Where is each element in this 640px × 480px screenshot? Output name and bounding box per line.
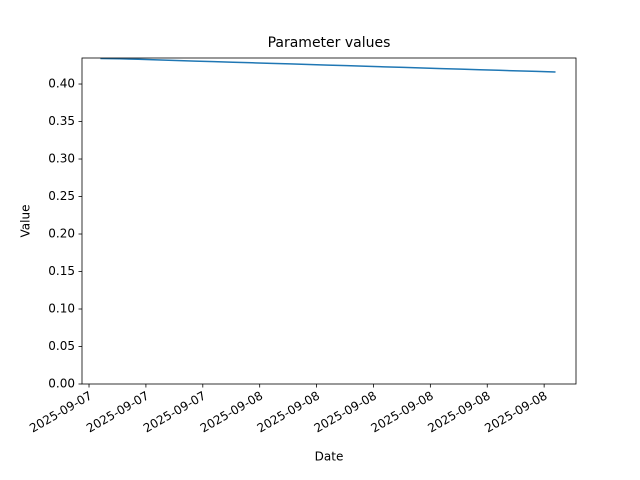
axes-frame	[81, 57, 577, 385]
y-tick-label: 0.40	[48, 77, 75, 91]
y-tick-label: 0.30	[48, 152, 75, 166]
chart-title: Parameter values	[268, 35, 391, 51]
data-line	[100, 58, 556, 73]
y-tick-label: 0.20	[48, 227, 75, 241]
y-tick-label: 0.15	[48, 264, 75, 278]
y-tick-label: 0.35	[48, 114, 75, 128]
y-tick-label: 0.00	[48, 377, 75, 391]
y-tick-label: 0.05	[48, 339, 75, 353]
x-axis-label: Date	[315, 450, 344, 464]
y-axis-label: Value	[19, 205, 33, 238]
y-tick-label: 0.25	[48, 189, 75, 203]
plot-area	[100, 58, 556, 73]
y-tick-label: 0.10	[48, 302, 75, 316]
